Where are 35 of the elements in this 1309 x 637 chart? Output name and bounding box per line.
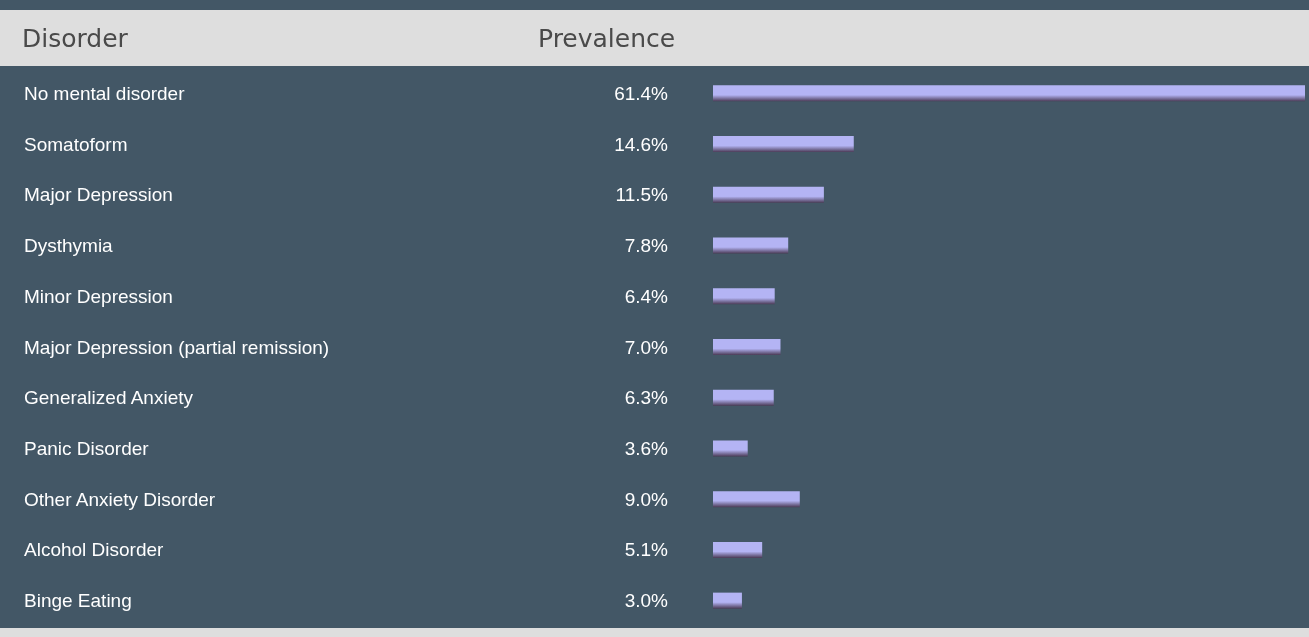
y-tick-label: Other Anxiety Disorder	[24, 488, 216, 510]
data-label: 3.6%	[624, 437, 669, 459]
data-label: 9.0%	[624, 488, 669, 510]
bar	[713, 136, 854, 153]
bar	[713, 440, 748, 457]
data-label: 6.3%	[624, 387, 669, 409]
x-axis-title: Prevalence	[538, 23, 676, 53]
data-label: 61.4%	[614, 82, 669, 104]
y-tick-label: Binge Eating	[24, 590, 132, 612]
bar	[713, 339, 781, 355]
data-label: 14.6%	[614, 133, 669, 155]
y-tick-label: Somatoform	[24, 133, 128, 155]
bar	[713, 389, 774, 406]
y-tick-label: Major Depression (partial remission)	[24, 336, 330, 358]
bar	[713, 186, 824, 203]
y-tick-label: Dysthymia	[24, 235, 114, 257]
data-label: 11.5%	[615, 184, 669, 206]
bar	[713, 288, 775, 305]
data-label: 6.4%	[624, 285, 669, 307]
data-label: 3.0%	[624, 590, 669, 612]
y-axis-title: Disorder	[22, 23, 129, 53]
y-tick-label: Major Depression	[24, 184, 173, 206]
data-label: 7.8%	[624, 235, 669, 257]
y-tick-label: Alcohol Disorder	[24, 539, 165, 561]
bar	[713, 491, 800, 508]
y-tick-label: Generalized Anxiety	[24, 387, 194, 409]
bar	[713, 85, 1305, 102]
bar	[713, 237, 789, 254]
y-tick-label: No mental disorder	[24, 82, 186, 104]
bar	[713, 541, 763, 558]
bar	[713, 592, 742, 609]
y-tick-label: Minor Depression	[24, 285, 173, 307]
y-tick-label: Panic Disorder	[24, 437, 150, 459]
data-label: 7.0%	[624, 336, 669, 358]
data-label: 5.1%	[624, 539, 669, 561]
